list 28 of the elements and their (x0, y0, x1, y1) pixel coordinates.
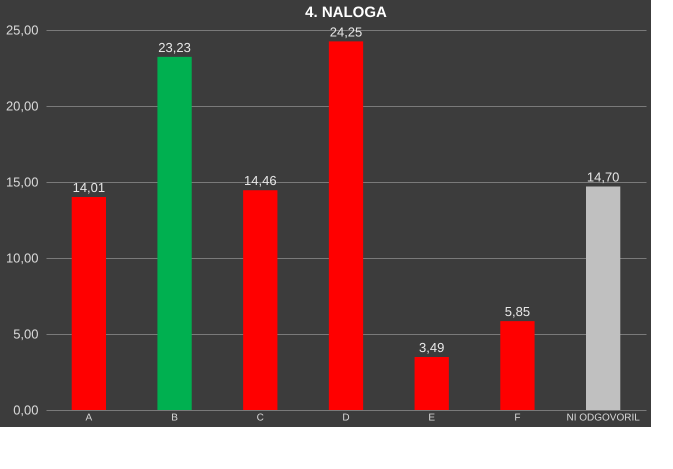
bar (72, 197, 106, 410)
x-tick-label: NI ODGOVORIL (566, 412, 640, 424)
x-tick-label: D (342, 412, 350, 424)
data-label: 3,49 (419, 340, 444, 355)
y-tick-label: 20,00 (6, 98, 38, 114)
bar (500, 321, 535, 410)
bar (243, 190, 278, 410)
y-tick-label: 5,00 (13, 326, 38, 342)
y-tick-label: 15,00 (6, 174, 38, 190)
data-label: 5,85 (504, 304, 530, 320)
bar (157, 56, 192, 410)
bar (414, 356, 449, 410)
bar (586, 186, 620, 410)
data-label: 23,23 (158, 40, 191, 55)
chart-title: 4. NALOGA (305, 4, 387, 21)
data-label: 14,46 (244, 173, 277, 188)
x-tick-label: C (256, 412, 264, 424)
x-tick-label: B (171, 412, 178, 424)
y-tick-label: 10,00 (6, 250, 38, 266)
bar (328, 41, 364, 410)
data-label: 14,70 (586, 170, 620, 185)
data-label: 24,25 (330, 24, 362, 40)
data-label: 14,01 (72, 180, 106, 196)
y-tick-label: 25,00 (6, 22, 38, 38)
x-tick-label: E (428, 412, 436, 424)
y-tick-label: 0,00 (13, 402, 38, 418)
x-tick-label: F (514, 412, 520, 424)
x-tick-label: A (86, 412, 93, 424)
